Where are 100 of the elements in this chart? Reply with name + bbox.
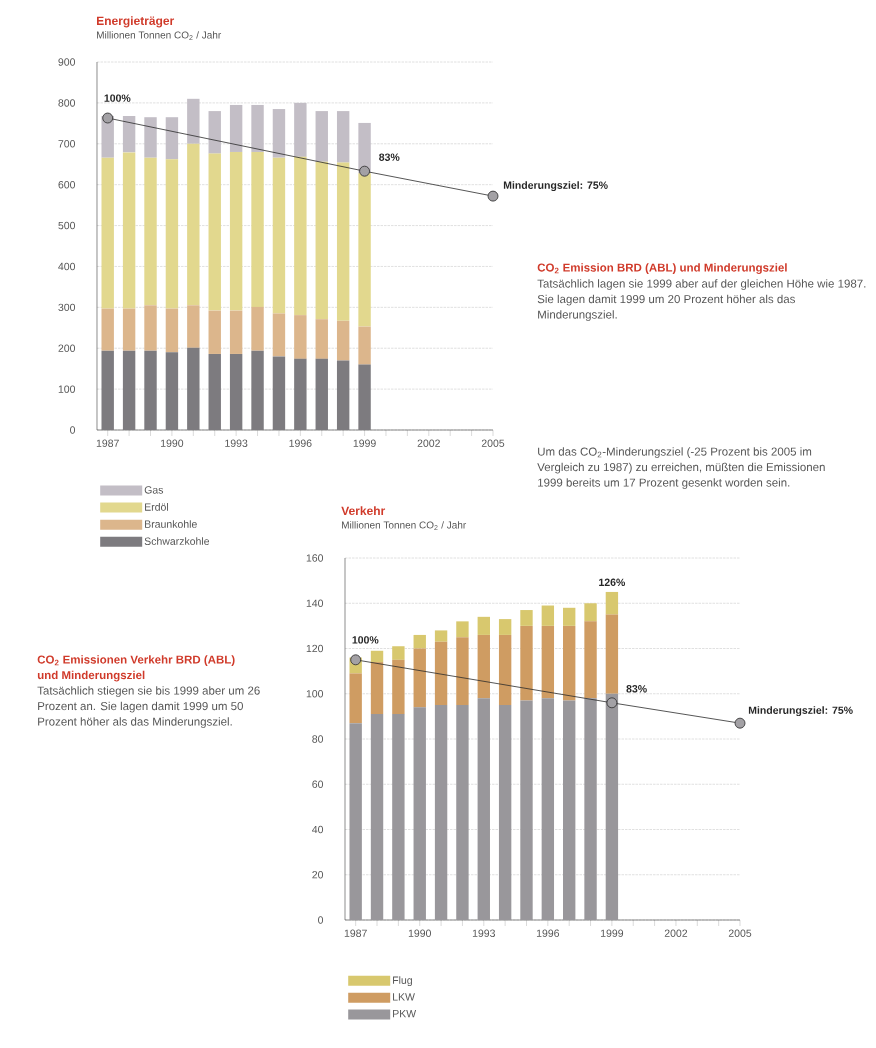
x-tick-label: 1996 — [289, 439, 312, 447]
y-tick-label: 160 — [306, 554, 324, 562]
bar — [434, 705, 448, 921]
bar — [392, 646, 405, 660]
bar — [370, 714, 384, 921]
bar — [315, 319, 328, 359]
y-tick-label: 900 — [58, 58, 76, 66]
bar — [456, 637, 469, 706]
bar — [187, 98, 200, 144]
text: Tatsächlich stiegen sie bis 1999 aber um 26 Prozent an. Sie lagen damit 1999 um 50 Prozent höher als das Minderungsziel. — [37, 686, 260, 728]
annotation: 100% — [104, 94, 131, 102]
bar — [520, 610, 533, 626]
bar — [101, 350, 114, 430]
bar — [456, 621, 469, 638]
y-tick-label: 100 — [58, 385, 76, 393]
x-tick-label: 1996 — [536, 929, 560, 937]
point — [487, 190, 499, 202]
text: CO$_{2}$ Emissionen Verkehr BRD (ABL) und Minderungsziel — [37, 655, 235, 682]
y-tick-label: 100 — [306, 690, 324, 698]
bar — [122, 308, 136, 351]
bar — [229, 310, 243, 354]
bar — [358, 326, 371, 365]
point — [606, 697, 618, 709]
x-tick-label: 1990 — [408, 929, 431, 937]
annotation: 100% — [352, 636, 379, 644]
bar — [251, 151, 264, 307]
bar — [165, 159, 179, 309]
x-tick-label: 1999 — [601, 929, 624, 937]
bar — [165, 352, 179, 430]
y-tick-label: 40 — [312, 825, 324, 834]
y-tick-label: 80 — [312, 735, 324, 743]
annotation: 126% — [599, 578, 626, 587]
bar — [584, 698, 597, 921]
bar — [336, 162, 350, 321]
bar — [165, 308, 179, 353]
bar — [165, 117, 179, 160]
bar — [477, 616, 490, 635]
bar — [434, 630, 448, 642]
y-tick-label: 0 — [70, 426, 76, 434]
bar — [392, 714, 405, 921]
y-tick-label: 120 — [306, 644, 324, 653]
bar — [315, 161, 328, 320]
bar — [605, 693, 619, 921]
bar — [584, 621, 597, 699]
x-tick-label: 2002 — [417, 439, 440, 447]
bar — [272, 356, 286, 430]
x-tick-label: 2005 — [728, 929, 752, 937]
legend-label: Erdöl — [145, 503, 169, 511]
bar — [520, 625, 533, 701]
y-tick-label: 60 — [312, 780, 324, 788]
bar — [370, 662, 384, 715]
bar — [498, 619, 512, 635]
bar — [229, 104, 243, 152]
legend-label: LKW — [393, 993, 415, 1001]
bar — [272, 313, 286, 357]
bar — [315, 358, 328, 430]
bar — [498, 705, 512, 921]
bar — [187, 305, 200, 348]
bar — [413, 648, 426, 708]
bar — [349, 673, 362, 724]
bar — [208, 153, 221, 311]
bar — [336, 360, 350, 430]
x-tick-label: 2005 — [481, 439, 505, 447]
annotation: 83% — [626, 685, 647, 693]
text: Um das CO$_{2}$-Minderungsziel (-25 Prozent bis 2005 im Vergleich zu 1987) zu erreichen, müßten die Emissionen 1999 bereits um 17 Prozent gesenkt worden sein. — [537, 447, 825, 489]
x-tick-label: 1990 — [161, 439, 184, 447]
text: CO$_{2}$ Emission BRD (ABL) und Minderungsziel — [537, 263, 787, 274]
y-tick-label: 600 — [58, 180, 76, 189]
bar — [122, 350, 136, 430]
point — [102, 112, 114, 124]
y-axis-title: Millionen Tonnen CO$_{2}$ / Jahr — [342, 521, 467, 530]
chart-title: Verkehr — [341, 506, 386, 516]
bar — [434, 641, 448, 706]
text: Tatsächlich lagen sie 1999 aber auf der gleichen Höhe wie 1987. Sie lagen damit 1999 um 20 Prozent höher als das Minderungsziel. — [537, 279, 866, 321]
y-tick-label: 800 — [58, 99, 76, 107]
y-tick-label: 200 — [58, 344, 76, 352]
bar — [187, 143, 200, 306]
bar — [456, 705, 469, 921]
y-tick-label: 20 — [312, 871, 324, 879]
legend-label: Braunkohle — [145, 520, 197, 528]
bar — [251, 104, 264, 152]
bar — [336, 111, 350, 163]
bar — [122, 115, 136, 153]
bar — [349, 723, 362, 921]
bar — [294, 358, 307, 430]
bar — [294, 315, 307, 359]
bar — [584, 603, 597, 622]
legend-label: PKW — [393, 1010, 417, 1018]
y-tick-label: 700 — [58, 140, 76, 148]
bar — [294, 156, 307, 316]
bar — [315, 111, 328, 162]
bar — [229, 151, 243, 311]
bar — [541, 625, 555, 699]
bar — [294, 102, 307, 157]
bar — [563, 625, 576, 701]
point — [359, 165, 370, 177]
bar — [272, 109, 286, 158]
bar — [144, 117, 157, 158]
y-tick-label: 0 — [318, 916, 324, 924]
chart-title: Energieträger — [97, 16, 175, 28]
